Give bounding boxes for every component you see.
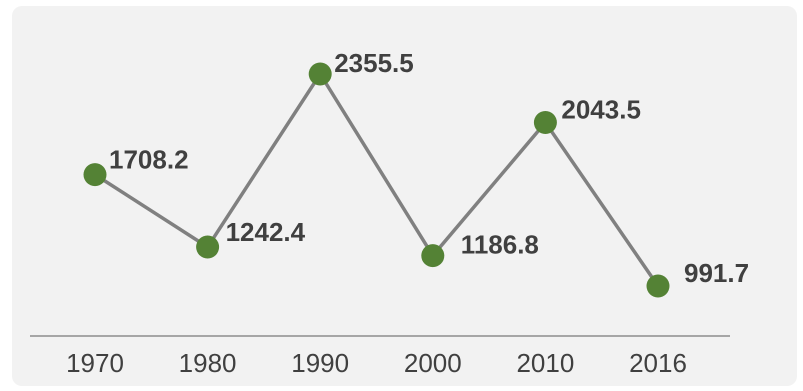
data-point-2010 [533, 110, 557, 134]
data-label-1980: 1242.4 [226, 217, 306, 247]
x-tick-label-1990: 1990 [291, 348, 349, 378]
data-point-1990 [308, 62, 332, 86]
data-point-2000 [421, 244, 445, 268]
data-label-1990: 2355.5 [334, 48, 414, 78]
x-tick-label-2000: 2000 [404, 348, 462, 378]
data-point-1970 [83, 163, 107, 187]
data-point-1980 [196, 235, 220, 259]
chart-background [12, 6, 797, 386]
series-line [94, 72, 660, 287]
data-point-2016 [646, 274, 670, 298]
x-tick-label-1980: 1980 [179, 348, 237, 378]
data-label-2016: 991.7 [684, 258, 749, 288]
x-tick-label-1970: 1970 [66, 348, 124, 378]
data-label-2010: 2043.5 [561, 94, 641, 124]
x-tick-label-2010: 2010 [516, 348, 574, 378]
data-label-1970: 1708.2 [109, 145, 189, 175]
data-label-2000: 1186.8 [461, 230, 539, 260]
x-tick-label-2016: 2016 [629, 348, 687, 378]
